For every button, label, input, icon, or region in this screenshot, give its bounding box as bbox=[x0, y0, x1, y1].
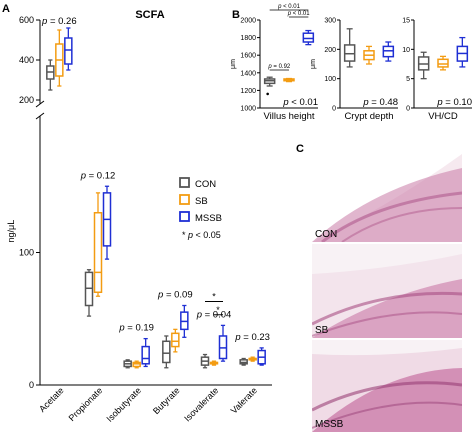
y-tick-label: 200 bbox=[324, 47, 336, 54]
y-tick-label: 2000 bbox=[240, 18, 256, 25]
comparison-p-value: p < 0.01 bbox=[277, 4, 301, 10]
histology-texture bbox=[312, 244, 462, 338]
y-tick-label: 200 bbox=[19, 95, 34, 105]
y-tick-label: 1800 bbox=[240, 35, 256, 42]
legend-label-con: CON bbox=[195, 179, 216, 190]
y-tick-label: 100 bbox=[19, 248, 34, 258]
x-tick-label: Valerate bbox=[229, 385, 259, 415]
y-tick-label: 300 bbox=[324, 18, 336, 25]
legend-swatch-con bbox=[179, 177, 190, 188]
x-tick-label: Isovalerate bbox=[182, 385, 220, 423]
histology-label-mssb: MSSB bbox=[315, 419, 344, 430]
p-value-label: p = 0.12 bbox=[80, 170, 116, 181]
y-axis-title: ng/μL bbox=[6, 220, 16, 243]
y-tick-label: 400 bbox=[19, 55, 34, 65]
box-butyrate-sb-box bbox=[171, 332, 180, 348]
y-axis-title: μm bbox=[230, 59, 237, 69]
significance-star: * bbox=[216, 305, 220, 315]
chart-villus-height: 1000 1200 1400 1600 1800 2000 μm Villus height p… bbox=[230, 4, 318, 122]
axis-break-mark bbox=[35, 112, 45, 120]
box-acetate-mssb-box bbox=[64, 37, 73, 65]
p-value-label: p = 0.04 bbox=[196, 309, 232, 320]
histology-label-sb: SB bbox=[315, 325, 329, 336]
box-isobutyrate-mssb-box bbox=[141, 345, 150, 365]
y-tick-label: 600 bbox=[19, 15, 34, 25]
legend-swatch-sb bbox=[179, 194, 190, 205]
p-value-label: p = 0.48 bbox=[362, 97, 398, 108]
panel-letter-b: B bbox=[232, 9, 240, 21]
y-tick-label: 1400 bbox=[240, 70, 256, 77]
panel-letter-c: C bbox=[296, 143, 304, 155]
histology-image-mssb: MSSB bbox=[312, 340, 462, 432]
p-value-label: p = 0.09 bbox=[157, 290, 193, 301]
y-axis-title: μm bbox=[310, 59, 317, 69]
y-tick-label: 0 bbox=[29, 380, 34, 390]
p-value-label: p = 0.10 bbox=[436, 97, 472, 108]
y-tick-label: 10 bbox=[402, 47, 410, 54]
chart-title: SCFA bbox=[135, 9, 164, 21]
histology-texture bbox=[312, 340, 462, 432]
x-axis-title: VH/CD bbox=[428, 111, 458, 122]
y-tick-label: 1000 bbox=[240, 106, 256, 113]
significance-star: * bbox=[212, 292, 216, 302]
x-axis-title: Villus height bbox=[263, 111, 314, 122]
box-sb-box bbox=[437, 58, 449, 68]
axis-break-mark bbox=[35, 100, 45, 108]
y-tick-label: 15 bbox=[402, 18, 410, 25]
legend-swatch-mssb bbox=[179, 211, 190, 222]
x-tick-label: Propionate bbox=[67, 385, 105, 423]
legend-note: * p < 0.05 bbox=[182, 230, 221, 240]
chart-scfa: 0 100 200 400 600 ng/μL SCFA Acetate p = 0.26 Pro… bbox=[6, 9, 272, 424]
histology-texture bbox=[312, 148, 462, 242]
comparison-p-value: p < 0.01 bbox=[287, 11, 311, 17]
histology-label-con: CON bbox=[315, 229, 338, 240]
x-axis-title: Crypt depth bbox=[344, 111, 393, 122]
box-butyrate-con-box bbox=[162, 340, 171, 364]
x-tick-label: Acetate bbox=[37, 385, 66, 414]
chart-crypt-depth: 0 100 200 300 μm Crypt depth p = 0.48 bbox=[310, 18, 398, 122]
outlier-point bbox=[266, 92, 269, 96]
y-tick-label: 100 bbox=[324, 76, 336, 83]
panel-letter-a: A bbox=[2, 3, 10, 15]
p-value-label: p = 0.26 bbox=[41, 16, 77, 27]
y-tick-label: 0 bbox=[332, 106, 336, 113]
p-value-label: p = 0.23 bbox=[234, 332, 270, 343]
y-tick-label: 5 bbox=[406, 76, 410, 83]
box-mssb-box bbox=[302, 32, 315, 43]
y-tick-label: 0 bbox=[406, 106, 410, 113]
box-propionate-sb-box bbox=[93, 212, 103, 293]
histology-image-con: CON bbox=[312, 148, 462, 242]
comparison-p-value: p = 0.92 bbox=[267, 64, 291, 70]
x-tick-label: Butyrate bbox=[151, 385, 182, 416]
legend-label-sb: SB bbox=[195, 196, 208, 207]
chart-vh-cd: 0 5 10 15 VH/CD p = 0.10 bbox=[402, 18, 472, 122]
histology-image-sb: SB bbox=[312, 244, 462, 338]
p-value-label: p < 0.01 bbox=[282, 97, 318, 108]
legend-label-mssb: MSSB bbox=[195, 213, 222, 224]
y-tick-label: 1200 bbox=[240, 88, 256, 95]
y-tick-label: 1600 bbox=[240, 53, 256, 60]
p-value-label: p = 0.19 bbox=[118, 323, 154, 334]
x-tick-label: Isobutyrate bbox=[105, 385, 144, 424]
